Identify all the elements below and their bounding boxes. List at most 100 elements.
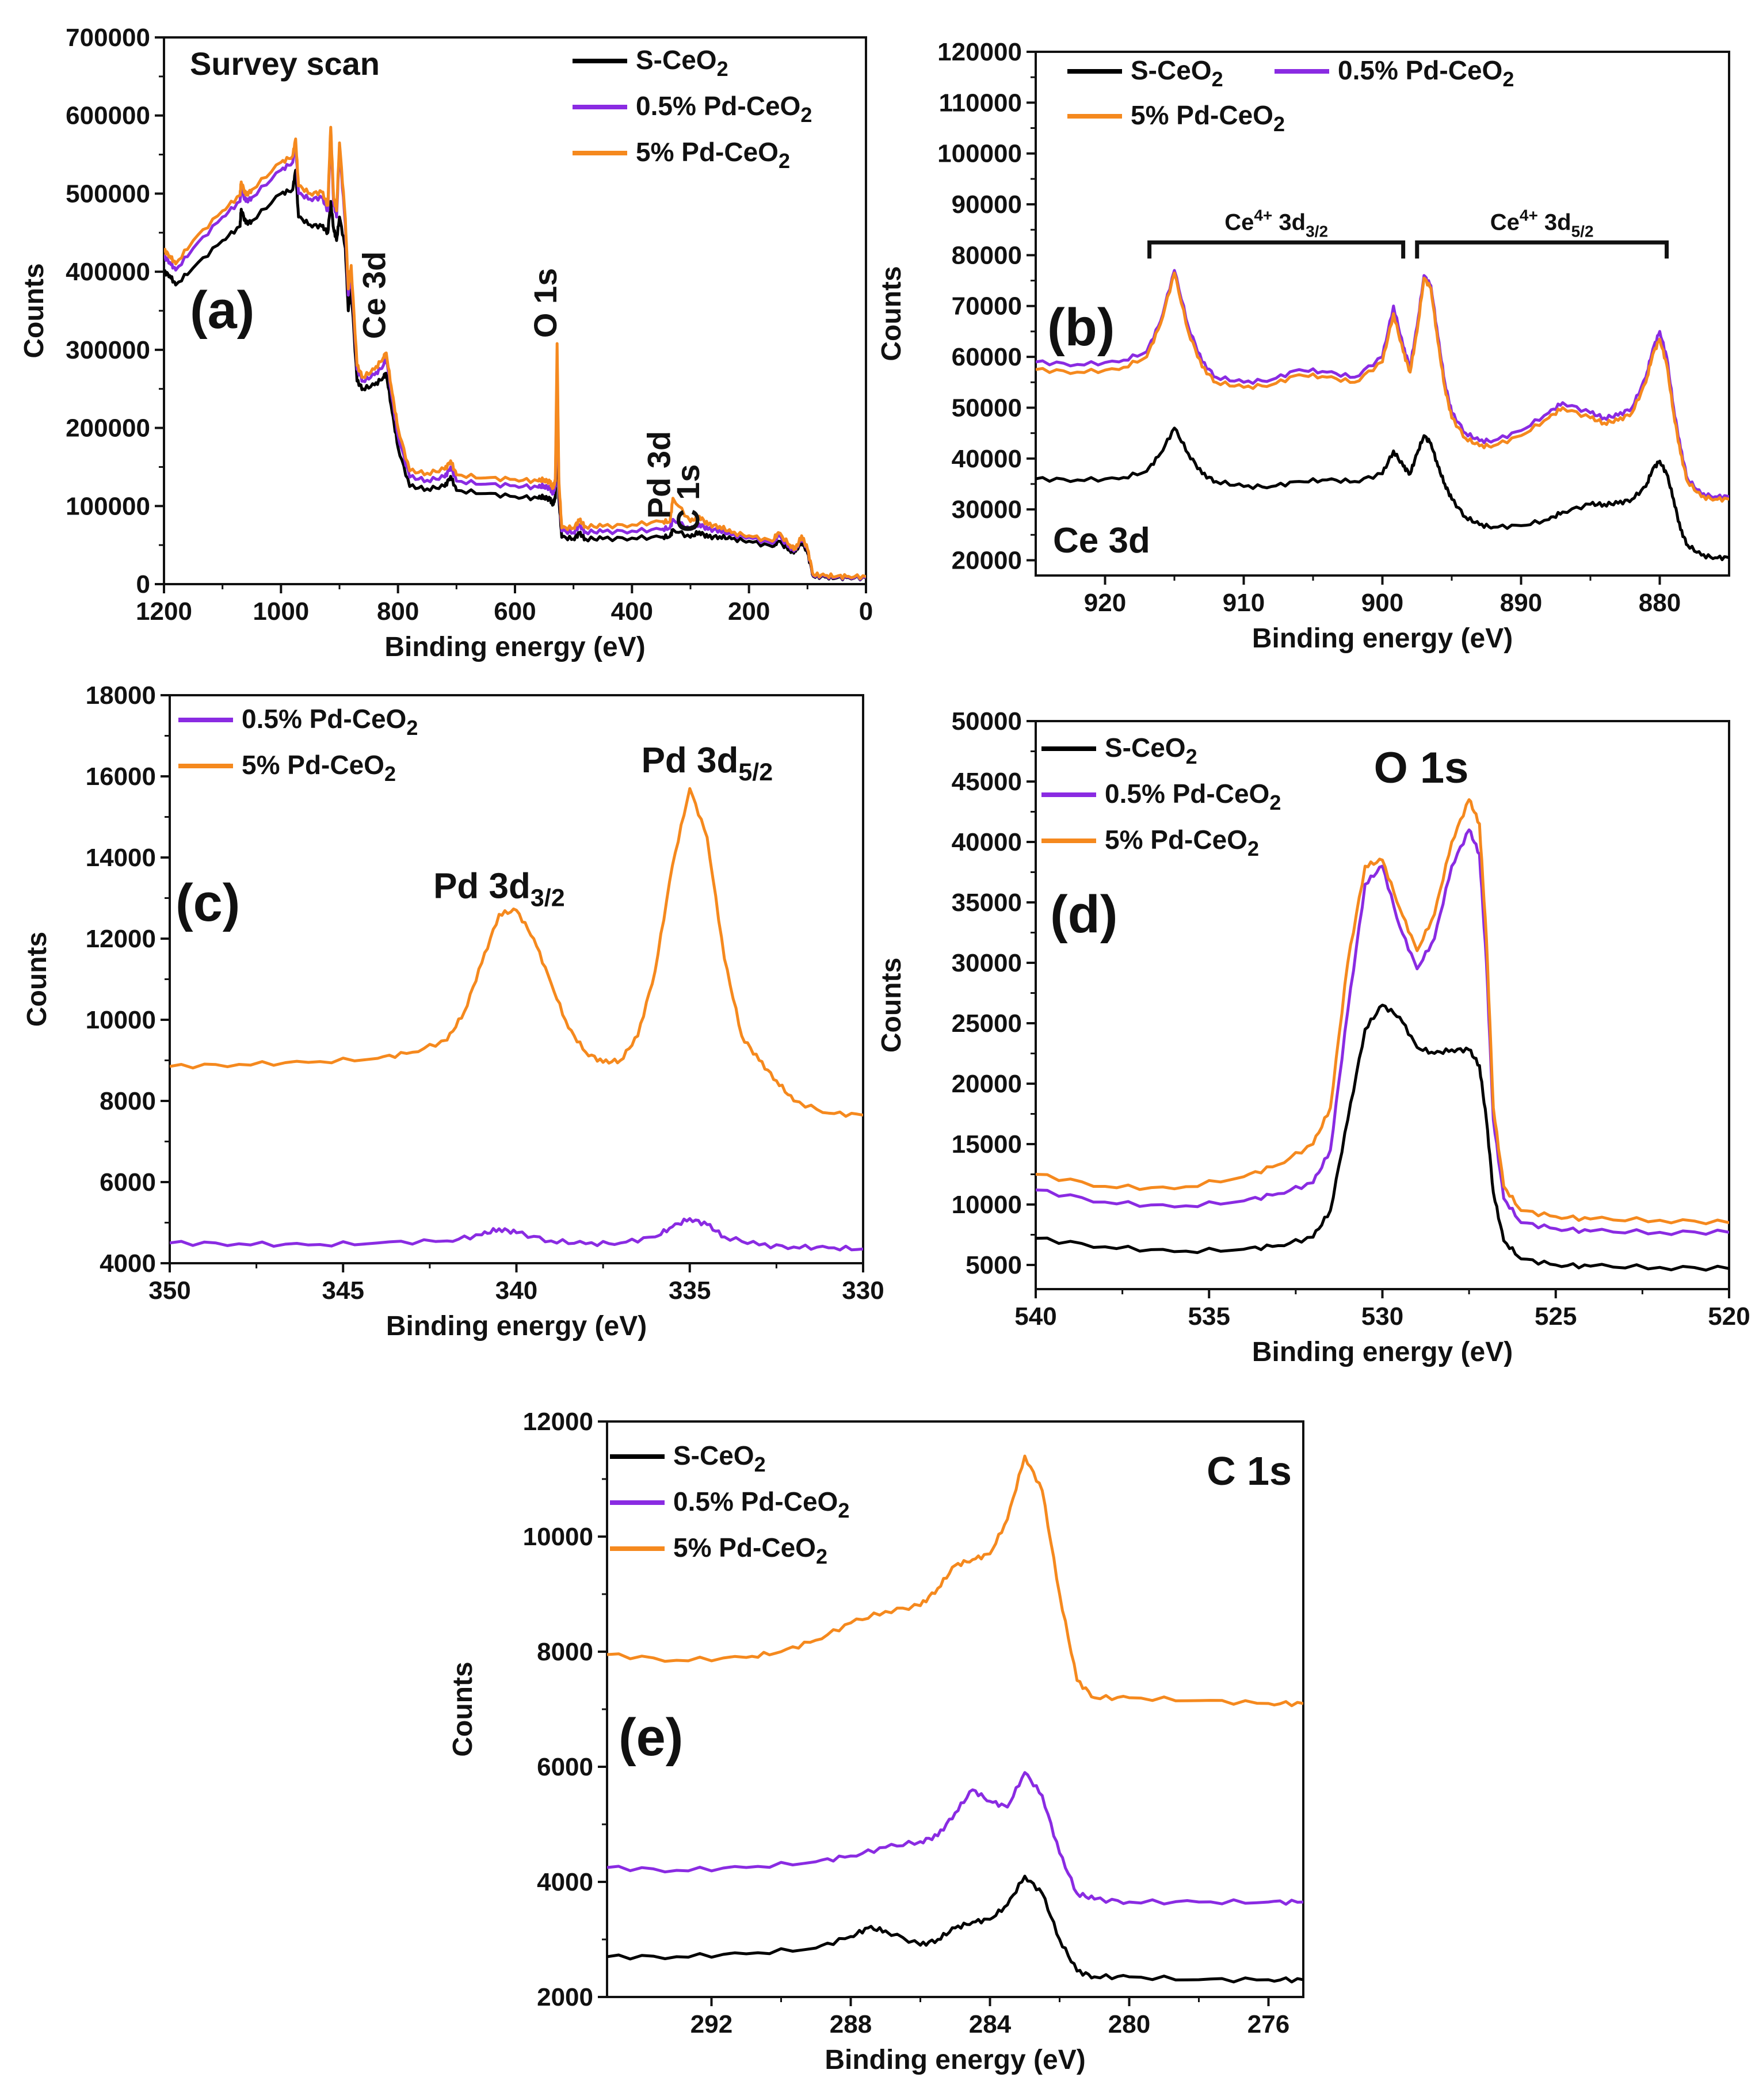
y-tick-label: 0: [136, 570, 150, 599]
x-axis-title: Binding energy (eV): [1252, 623, 1513, 654]
series-line-s-ceo2: [1036, 1004, 1729, 1272]
y-tick-label: 10000: [952, 1191, 1022, 1219]
y-tick-label: 500000: [66, 180, 150, 208]
annotation-pd-3d-3-2: Pd 3d3/2: [433, 867, 565, 912]
x-tick-label: 335: [669, 1276, 711, 1305]
legend-item-5-pd-ceo2: 5% Pd-CeO2: [610, 1533, 827, 1568]
panel-title: O 1s: [1374, 744, 1469, 792]
panel-a-survey-scan: 1200 1000 800 600 400 200 0 0 100000 200000 300000…: [19, 24, 873, 662]
y-tick-label: 30000: [952, 496, 1022, 524]
legend-item-s-ceo2: S-CeO2: [610, 1440, 766, 1476]
x-tick-label: 276: [1247, 2010, 1289, 2038]
legend-label: S-CeO2: [1105, 733, 1197, 768]
y-tick-label: 14000: [86, 844, 156, 872]
legend: S-CeO2 0.5% Pd-CeO2 5% Pd-CeO2: [1067, 55, 1514, 136]
y-axis-title: Counts: [876, 958, 907, 1053]
x-tick-label: 1200: [136, 597, 192, 626]
x-tick-label: 900: [1361, 589, 1403, 617]
panel-label: (e): [619, 1708, 683, 1767]
y-tick-label: 700000: [66, 24, 150, 52]
bracket-line: [1415, 240, 1669, 259]
x-tick-label: 288: [830, 2010, 872, 2038]
x-tick-label: 920: [1084, 589, 1126, 617]
annotation-pd-3d-5-2: Pd 3d5/2: [642, 741, 773, 786]
y-tick-label: 20000: [952, 546, 1022, 574]
y-tick-label: 70000: [952, 292, 1022, 321]
annotation-c-1s: C 1s: [670, 464, 706, 532]
y-tick-label: 60000: [952, 343, 1022, 371]
y-tick-label: 4000: [537, 1868, 593, 1896]
legend-item-5-pd-ceo2: 5% Pd-CeO2: [1041, 825, 1259, 860]
legend-label: 0.5% Pd-CeO2: [636, 91, 812, 127]
y-tick-label: 300000: [66, 336, 150, 364]
x-tick-label: 330: [842, 1276, 884, 1305]
y-tick-label: 50000: [952, 707, 1022, 735]
legend: S-CeO2 0.5% Pd-CeO2 5% Pd-CeO2: [573, 45, 812, 173]
y-tick-label: 5000: [966, 1251, 1022, 1279]
x-tick-label: 400: [611, 597, 653, 626]
y-tick-label: 8000: [537, 1638, 593, 1666]
y-tick-label: 8000: [100, 1087, 156, 1115]
annotation-o-1s: O 1s: [527, 268, 563, 338]
series-line-5-pd-ceo2: [164, 125, 866, 580]
x-tick-label: 530: [1361, 1302, 1403, 1331]
series-line-0-5-pd-ceo2: [164, 129, 866, 581]
legend-label: S-CeO2: [636, 45, 728, 81]
legend-item-0-5-pd-ceo2: 0.5% Pd-CeO2: [178, 704, 418, 740]
y-tick-label: 100000: [66, 492, 150, 520]
y-axis-title: Counts: [448, 1661, 478, 1756]
bracket-5-2: Ce4+ 3d5/2: [1415, 206, 1669, 259]
y-tick-label: 80000: [952, 241, 1022, 269]
legend-item-0-5-pd-ceo2: 0.5% Pd-CeO2: [1041, 779, 1281, 814]
series-line-5-pd-ceo2: [1036, 798, 1729, 1225]
y-tick-label: 6000: [100, 1168, 156, 1196]
x-axis-title: Binding energy (eV): [1252, 1337, 1513, 1367]
y-tick-label: 6000: [537, 1753, 593, 1781]
legend-label: 0.5% Pd-CeO2: [1338, 55, 1514, 91]
x-tick-label: 525: [1535, 1302, 1577, 1331]
y-tick-label: 20000: [952, 1070, 1022, 1098]
y-tick-label: 2000: [537, 1983, 593, 2011]
x-tick-label: 0: [859, 597, 873, 626]
y-tick-label: 25000: [952, 1009, 1022, 1038]
legend-label: 5% Pd-CeO2: [1131, 100, 1285, 136]
legend: 0.5% Pd-CeO2 5% Pd-CeO2: [178, 704, 418, 786]
legend-label: 5% Pd-CeO2: [673, 1533, 827, 1568]
panel-title: C 1s: [1207, 1449, 1292, 1493]
panel-label: (b): [1047, 298, 1115, 357]
x-tick-label: 340: [495, 1276, 537, 1305]
y-axis-title: Counts: [19, 263, 49, 358]
panel-e-c-1s: 292 288 284 280 276 2000 4000 6000 8000 10000 1200…: [448, 1408, 1304, 2075]
x-tick-label: 540: [1014, 1302, 1056, 1331]
series-line-0-5-pd-ceo2: [1036, 828, 1729, 1236]
series-line-s-ceo2: [1036, 426, 1729, 562]
panel-label: (c): [175, 874, 240, 932]
x-tick-label: 800: [377, 597, 419, 626]
legend: S-CeO2 0.5% Pd-CeO2 5% Pd-CeO2: [610, 1440, 849, 1568]
x-tick-label: 345: [322, 1276, 364, 1305]
x-tick-label: 600: [494, 597, 536, 626]
y-axis-title: Counts: [22, 932, 52, 1027]
annotation-pd-3d: Pd 3d: [640, 431, 677, 519]
panel-title: Ce 3d: [1053, 521, 1150, 561]
bracket-label: Ce4+ 3d5/2: [1490, 206, 1594, 240]
x-tick-label: 1000: [253, 597, 309, 626]
bracket-label: Ce4+ 3d3/2: [1224, 206, 1328, 240]
legend-label: 5% Pd-CeO2: [1105, 825, 1259, 860]
y-tick-label: 110000: [939, 89, 1022, 117]
x-tick-label: 535: [1188, 1302, 1230, 1331]
y-tick-label: 200000: [66, 414, 150, 443]
series-line-5-pd-ceo2: [1036, 271, 1729, 503]
legend-item-0-5-pd-ceo2: 0.5% Pd-CeO2: [573, 91, 812, 127]
panel-d-o-1s: 540 535 530 525 520 5000 10000 15000 20000 25000 3…: [876, 707, 1750, 1367]
legend-label: 5% Pd-CeO2: [636, 137, 790, 173]
legend-item-s-ceo2: S-CeO2: [1041, 733, 1197, 768]
legend-item-s-ceo2: S-CeO2: [573, 45, 728, 81]
bracket-3-2: Ce4+ 3d3/2: [1147, 206, 1406, 259]
y-tick-label: 45000: [952, 768, 1022, 796]
series-line-0-5-pd-ceo2: [170, 1217, 863, 1252]
plot-frame: [1035, 51, 1730, 577]
y-tick-label: 50000: [952, 394, 1022, 422]
x-tick-label: 910: [1223, 589, 1265, 617]
